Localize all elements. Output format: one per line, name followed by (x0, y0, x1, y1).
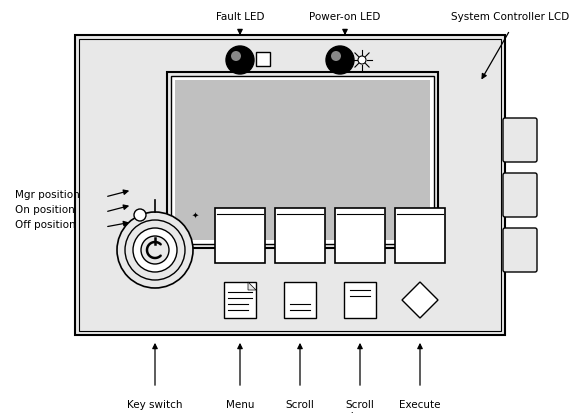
Text: Mgr position: Mgr position (15, 190, 80, 200)
Bar (79, 39, 501, 331)
Bar (215, 208, 265, 263)
Text: Key switch: Key switch (128, 400, 183, 410)
FancyBboxPatch shape (503, 118, 537, 162)
Text: Fault LED: Fault LED (216, 12, 264, 22)
Polygon shape (248, 282, 256, 290)
Circle shape (331, 51, 341, 61)
Text: ✦: ✦ (191, 211, 198, 219)
Bar (224, 282, 256, 318)
Bar (167, 72, 438, 248)
Circle shape (125, 220, 185, 280)
Bar (171, 76, 434, 244)
Circle shape (133, 228, 177, 272)
Circle shape (358, 56, 366, 64)
Bar (344, 282, 376, 318)
Text: Menu: Menu (226, 400, 254, 410)
Bar (395, 208, 445, 263)
Text: Execute: Execute (399, 400, 441, 410)
FancyBboxPatch shape (503, 228, 537, 272)
Circle shape (231, 51, 241, 61)
Polygon shape (402, 282, 438, 318)
Circle shape (117, 212, 193, 288)
Text: Off position: Off position (15, 220, 75, 230)
Circle shape (326, 46, 354, 74)
Text: On position: On position (15, 205, 75, 215)
Text: Scroll
up: Scroll up (285, 400, 315, 413)
Text: Power-on LED: Power-on LED (309, 12, 381, 22)
Bar (335, 208, 385, 263)
Bar (275, 208, 325, 263)
Text: System Controller LCD: System Controller LCD (451, 12, 569, 22)
Bar (175, 80, 430, 240)
Bar (284, 282, 316, 318)
Circle shape (134, 209, 146, 221)
Circle shape (226, 46, 254, 74)
Text: Scroll
down: Scroll down (346, 400, 374, 413)
Bar (75, 35, 505, 335)
FancyBboxPatch shape (503, 173, 537, 217)
Bar (256, 52, 270, 66)
Circle shape (141, 236, 169, 264)
